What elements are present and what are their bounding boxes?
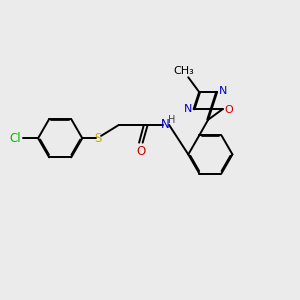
Text: N: N: [161, 118, 170, 130]
Text: S: S: [94, 132, 101, 145]
Text: O: O: [225, 105, 234, 115]
Text: CH₃: CH₃: [173, 66, 194, 76]
Text: Cl: Cl: [9, 132, 21, 145]
Text: O: O: [136, 145, 145, 158]
Text: H: H: [168, 115, 176, 125]
Text: N: N: [219, 86, 227, 96]
Text: N: N: [184, 103, 192, 113]
